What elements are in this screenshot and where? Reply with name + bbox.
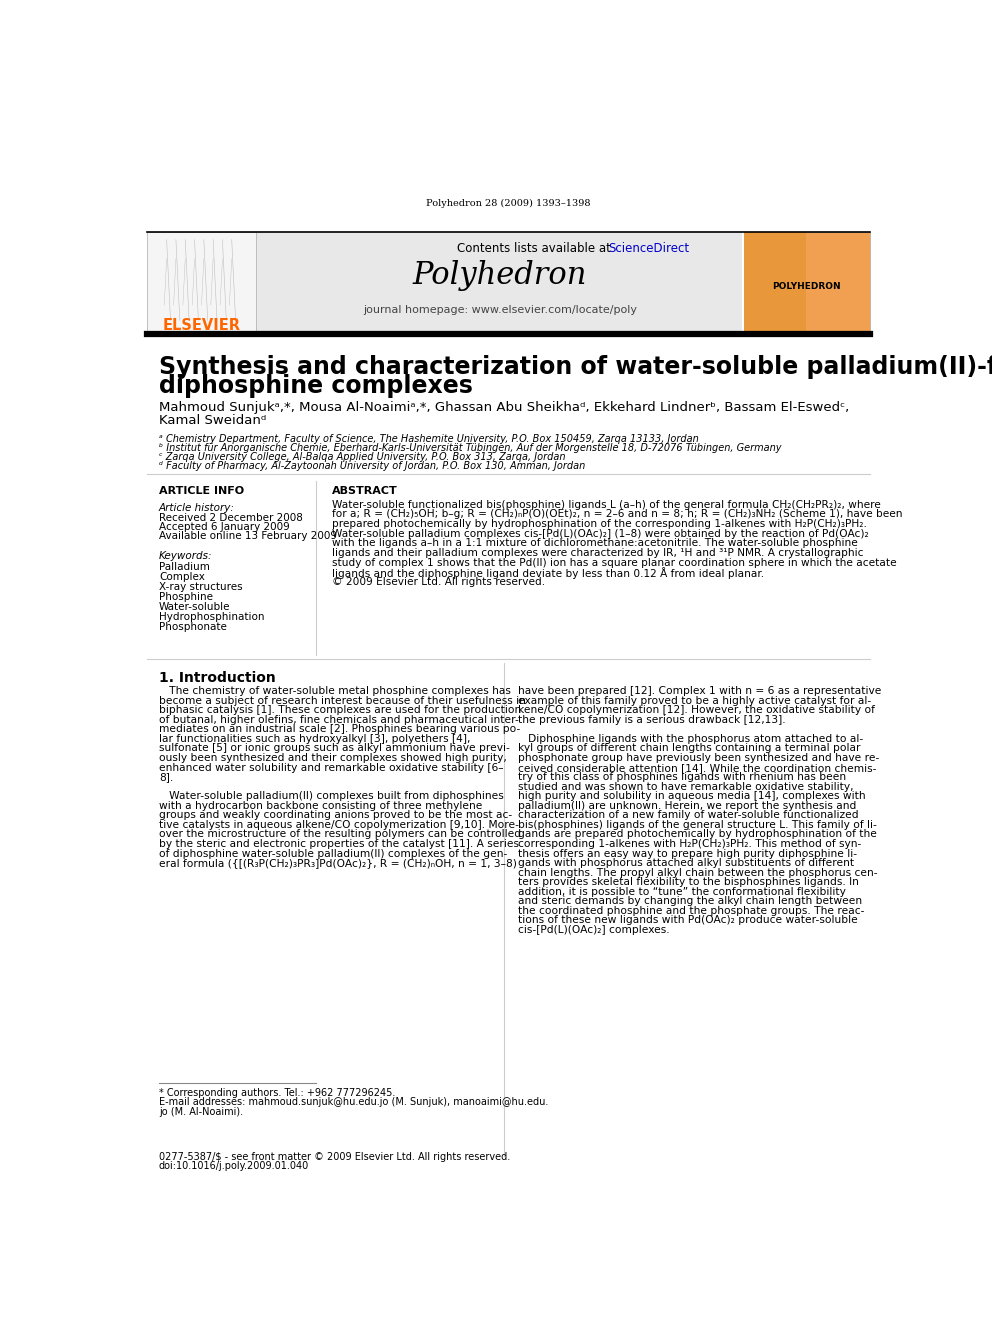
Text: tive catalysts in aqueous alkene/CO copolymerization [9,10]. More-: tive catalysts in aqueous alkene/CO copo… (159, 820, 519, 830)
Text: ligands and the diphosphine ligand deviate by less than 0.12 Å from ideal planar: ligands and the diphosphine ligand devia… (331, 568, 764, 579)
Text: ᵇ Institut für Anorganische Chemie, Eberhard-Karls-Universität Tübingen, Auf der: ᵇ Institut für Anorganische Chemie, Eber… (159, 443, 782, 452)
Text: studied and was shown to have remarkable oxidative stability,: studied and was shown to have remarkable… (518, 782, 853, 791)
Text: ously been synthesized and their complexes showed high purity,: ously been synthesized and their complex… (159, 753, 507, 763)
Text: study of complex 1 shows that the Pd(II) ion has a square planar coordination sp: study of complex 1 shows that the Pd(II)… (331, 557, 897, 568)
Text: Accepted 6 January 2009: Accepted 6 January 2009 (159, 523, 290, 532)
Text: eral formula ({[(R₃P(CH₂)₃PR₃]Pd(OAc)₂}, R = (CH₂)ₙOH, n = 1, 3–8): eral formula ({[(R₃P(CH₂)₃PR₃]Pd(OAc)₂},… (159, 859, 517, 868)
Text: ceived considerable attention [14]. While the coordination chemis-: ceived considerable attention [14]. Whil… (518, 762, 876, 773)
Text: groups and weakly coordinating anions proved to be the most ac-: groups and weakly coordinating anions pr… (159, 810, 512, 820)
Text: Diphosphine ligands with the phosphorus atom attached to al-: Diphosphine ligands with the phosphorus … (518, 734, 863, 744)
Text: doi:10.1016/j.poly.2009.01.040: doi:10.1016/j.poly.2009.01.040 (159, 1162, 310, 1171)
Text: Hydrophosphination: Hydrophosphination (159, 613, 265, 622)
Text: with a hydrocarbon backbone consisting of three methylene: with a hydrocarbon backbone consisting o… (159, 800, 482, 811)
Text: Water-soluble functionalized bis(phosphine) ligands L (a–h) of the general formu: Water-soluble functionalized bis(phosphi… (331, 500, 881, 509)
Text: © 2009 Elsevier Ltd. All rights reserved.: © 2009 Elsevier Ltd. All rights reserved… (331, 577, 545, 587)
Text: Contents lists available at: Contents lists available at (457, 242, 615, 255)
Text: become a subject of research interest because of their usefulness in: become a subject of research interest be… (159, 696, 526, 705)
Text: Water-soluble palladium(II) complexes built from diphosphines: Water-soluble palladium(II) complexes bu… (159, 791, 504, 802)
Text: characterization of a new family of water-soluble functionalized: characterization of a new family of wate… (518, 810, 858, 820)
Text: Article history:: Article history: (159, 503, 235, 513)
Text: of diphosphine water-soluble palladium(II) complexes of the gen-: of diphosphine water-soluble palladium(I… (159, 848, 507, 859)
Text: cis-[Pd(L)(OAc)₂] complexes.: cis-[Pd(L)(OAc)₂] complexes. (518, 925, 670, 935)
Text: sulfonate [5] or ionic groups such as alkyl ammonium have previ-: sulfonate [5] or ionic groups such as al… (159, 744, 510, 754)
Text: Available online 13 February 2009: Available online 13 February 2009 (159, 532, 337, 541)
Text: ARTICLE INFO: ARTICLE INFO (159, 486, 244, 496)
Text: mediates on an industrial scale [2]. Phosphines bearing various po-: mediates on an industrial scale [2]. Pho… (159, 725, 520, 734)
Text: Complex: Complex (159, 573, 204, 582)
Text: chain lengths. The propyl alkyl chain between the phosphorus cen-: chain lengths. The propyl alkyl chain be… (518, 868, 877, 877)
Text: Polyhedron: Polyhedron (413, 261, 587, 291)
Text: ABSTRACT: ABSTRACT (331, 486, 398, 496)
Text: ScienceDirect: ScienceDirect (608, 242, 689, 255)
Text: tions of these new ligands with Pd(OAc)₂ produce water-soluble: tions of these new ligands with Pd(OAc)₂… (518, 916, 857, 925)
Text: kyl groups of different chain lengths containing a terminal polar: kyl groups of different chain lengths co… (518, 744, 860, 754)
Text: Keywords:: Keywords: (159, 552, 212, 561)
Text: gands with phosphorus attached alkyl substituents of different: gands with phosphorus attached alkyl sub… (518, 859, 854, 868)
Text: with the ligands a–h in a 1:1 mixture of dichloromethane:acetonitrile. The water: with the ligands a–h in a 1:1 mixture of… (331, 538, 857, 548)
Text: lar functionalities such as hydroxyalkyl [3], polyethers [4],: lar functionalities such as hydroxyalkyl… (159, 734, 470, 744)
Text: The chemistry of water-soluble metal phosphine complexes has: The chemistry of water-soluble metal pho… (159, 687, 511, 696)
Bar (744, 232, 870, 332)
Text: gands are prepared photochemically by hydrophosphination of the: gands are prepared photochemically by hy… (518, 830, 877, 839)
Text: Palladium: Palladium (159, 562, 209, 573)
Text: journal homepage: www.elsevier.com/locate/poly: journal homepage: www.elsevier.com/locat… (363, 306, 637, 315)
Text: 8].: 8]. (159, 773, 174, 782)
Text: ters provides skeletal flexibility to the bisphosphines ligands. In: ters provides skeletal flexibility to th… (518, 877, 858, 888)
Text: Mahmoud Sunjukᵃ,*, Mousa Al-Noaimiᵃ,*, Ghassan Abu Sheikhaᵈ, Ekkehard Lindnerᵇ, : Mahmoud Sunjukᵃ,*, Mousa Al-Noaimiᵃ,*, G… (159, 401, 849, 414)
Text: Kamal Sweidanᵈ: Kamal Sweidanᵈ (159, 414, 266, 426)
Text: phosphonate group have previously been synthesized and have re-: phosphonate group have previously been s… (518, 753, 879, 763)
Text: E-mail addresses: mahmoud.sunjuk@hu.edu.jo (M. Sunjuk), manoaimi@hu.edu.: E-mail addresses: mahmoud.sunjuk@hu.edu.… (159, 1097, 549, 1107)
Text: Polyhedron 28 (2009) 1393–1398: Polyhedron 28 (2009) 1393–1398 (427, 198, 590, 208)
Text: and steric demands by changing the alkyl chain length between: and steric demands by changing the alkyl… (518, 896, 862, 906)
Text: addition, it is possible to “tune” the conformational flexibility: addition, it is possible to “tune” the c… (518, 886, 845, 897)
Text: of butanal, higher olefins, fine chemicals and pharmaceutical inter-: of butanal, higher olefins, fine chemica… (159, 714, 519, 725)
Text: have been prepared [12]. Complex 1 with n = 6 as a representative: have been prepared [12]. Complex 1 with … (518, 687, 881, 696)
Text: ligands and their palladium complexes were characterized by IR, ¹H and ³¹P NMR. : ligands and their palladium complexes we… (331, 548, 863, 558)
Text: ELSEVIER: ELSEVIER (163, 318, 240, 333)
Text: jo (M. Al-Noaimi).: jo (M. Al-Noaimi). (159, 1106, 243, 1117)
Text: enhanced water solubility and remarkable oxidative stability [6–: enhanced water solubility and remarkable… (159, 762, 504, 773)
Text: POLYHEDRON: POLYHEDRON (773, 282, 841, 291)
Text: ᵃ Chemistry Department, Faculty of Science, The Hashemite University, P.O. Box 1: ᵃ Chemistry Department, Faculty of Scien… (159, 434, 698, 443)
Text: ᵈ Faculty of Pharmacy, Al-Zaytoonah University of Jordan, P.O. Box 130, Amman, J: ᵈ Faculty of Pharmacy, Al-Zaytoonah Univ… (159, 462, 585, 471)
Text: the previous family is a serious drawback [12,13].: the previous family is a serious drawbac… (518, 714, 786, 725)
Text: Phosphine: Phosphine (159, 593, 213, 602)
Text: * Corresponding authors. Tel.: +962 777296245.: * Corresponding authors. Tel.: +962 7772… (159, 1088, 395, 1098)
Text: X-ray structures: X-ray structures (159, 582, 242, 593)
Text: try of this class of phosphines ligands with rhenium has been: try of this class of phosphines ligands … (518, 773, 846, 782)
Text: ᶜ Zarqa University College, Al-Balqa Applied University, P.O. Box 313, Zarqa, Jo: ᶜ Zarqa University College, Al-Balqa App… (159, 452, 565, 462)
Text: thesis offers an easy way to prepare high purity diphosphine li-: thesis offers an easy way to prepare hig… (518, 848, 857, 859)
Text: for a; R = (CH₂)₅OH; b–g; R = (CH₂)ₙP(O)(OEt)₂, n = 2–6 and n = 8; h; R = (CH₂)₃: for a; R = (CH₂)₅OH; b–g; R = (CH₂)ₙP(O)… (331, 509, 902, 520)
Text: prepared photochemically by hydrophosphination of the corresponding 1-alkenes wi: prepared photochemically by hydrophosphi… (331, 519, 867, 529)
Text: corresponding 1-alkenes with H₂P(CH₂)₃PH₂. This method of syn-: corresponding 1-alkenes with H₂P(CH₂)₃PH… (518, 839, 861, 849)
Text: by the steric and electronic properties of the catalyst [11]. A series: by the steric and electronic properties … (159, 839, 519, 849)
Text: diphosphine complexes: diphosphine complexes (159, 374, 473, 398)
Text: biphasic catalysis [1]. These complexes are used for the production: biphasic catalysis [1]. These complexes … (159, 705, 521, 716)
Bar (147, 232, 256, 332)
Text: Water-soluble palladium complexes cis-[Pd(L)(OAc)₂] (1–8) were obtained by the r: Water-soluble palladium complexes cis-[P… (331, 529, 868, 538)
Text: Phosphonate: Phosphonate (159, 622, 227, 632)
Bar (256, 232, 742, 332)
Text: 1. Introduction: 1. Introduction (159, 671, 276, 685)
Text: Water-soluble: Water-soluble (159, 602, 230, 613)
Text: high purity and solubility in aqueous media [14], complexes with: high purity and solubility in aqueous me… (518, 791, 865, 802)
Text: over the microstructure of the resulting polymers can be controlled: over the microstructure of the resulting… (159, 830, 521, 839)
Text: palladium(II) are unknown. Herein, we report the synthesis and: palladium(II) are unknown. Herein, we re… (518, 800, 856, 811)
Text: Synthesis and characterization of water-soluble palladium(II)-functionalized: Synthesis and characterization of water-… (159, 355, 992, 380)
Bar (744, 232, 806, 332)
Text: 0277-5387/$ - see front matter © 2009 Elsevier Ltd. All rights reserved.: 0277-5387/$ - see front matter © 2009 El… (159, 1152, 510, 1162)
Text: Received 2 December 2008: Received 2 December 2008 (159, 513, 303, 523)
Text: bis(phosphines) ligands of the general structure L. This family of li-: bis(phosphines) ligands of the general s… (518, 820, 877, 830)
Text: the coordinated phosphine and the phosphate groups. The reac-: the coordinated phosphine and the phosph… (518, 906, 864, 916)
Text: example of this family proved to be a highly active catalyst for al-: example of this family proved to be a hi… (518, 696, 871, 705)
Text: kene/CO copolymerization [12]. However, the oxidative stability of: kene/CO copolymerization [12]. However, … (518, 705, 875, 716)
